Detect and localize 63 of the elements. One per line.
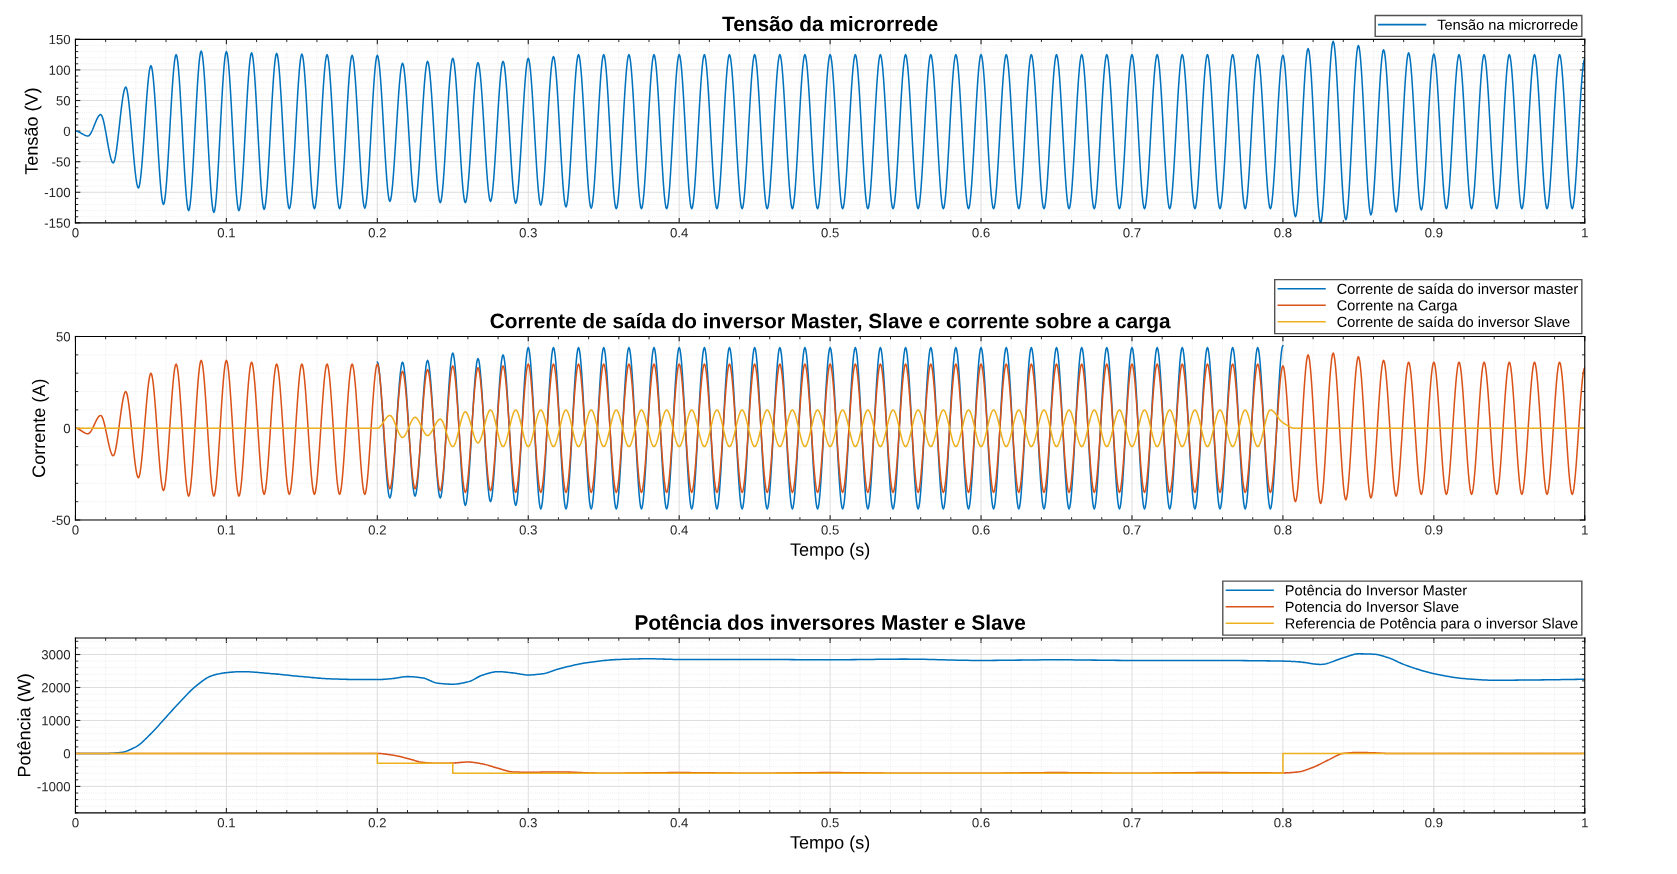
x-tick-label: 0.3	[519, 818, 537, 828]
x-tick-label: 0.3	[519, 228, 537, 238]
x-tick-label: 0.9	[1425, 818, 1443, 828]
x-tick-label: 1	[1582, 818, 1588, 828]
y-tick-label: 150	[49, 34, 71, 45]
x-tick-label: 0.8	[1274, 525, 1292, 535]
x-tick-label: 0	[72, 525, 79, 535]
x-tick-label: 0.7	[1123, 818, 1141, 828]
legend-label: Corrente na Carga	[1337, 300, 1458, 314]
legend-label: Potência do Inversor Master	[1285, 584, 1467, 596]
x-tick-label: 1	[1582, 228, 1588, 238]
y-tick-label: -100	[44, 187, 71, 198]
legend-label: Referencia de Potência para o inversor Slave	[1285, 617, 1578, 632]
x-tick-label: 0.7	[1123, 525, 1141, 535]
x-tick-label: 0.5	[821, 525, 839, 535]
x-tick-label: 0.6	[972, 228, 990, 238]
y-tick-label: 50	[56, 96, 71, 106]
x-tick-label: 0	[72, 228, 79, 238]
x-tick-label: 0.9	[1425, 228, 1443, 238]
x-tick-label: 0	[72, 818, 79, 828]
x-tick-label: 0.3	[519, 525, 537, 535]
x-tick-label: 0.2	[368, 818, 386, 828]
x-tick-label: 0.9	[1425, 525, 1443, 535]
x-tick-label: 0.1	[217, 228, 235, 238]
y-tick-label: 100	[49, 65, 71, 75]
y-axis-title: Potência (W)	[17, 674, 35, 777]
y-tick-label: -50	[52, 515, 71, 525]
x-tick-label: 0.4	[670, 818, 688, 828]
y-tick-label: 1000	[42, 716, 71, 726]
y-axis-title: Tensão (V)	[24, 88, 42, 175]
y-tick-label: 50	[56, 332, 71, 342]
x-axis-title: Tempo (s)	[790, 542, 870, 560]
x-tick-label: 0.4	[670, 525, 688, 535]
x-tick-label: 0.2	[368, 228, 386, 238]
y-tick-label: -50	[52, 157, 71, 167]
x-tick-label: 0.4	[670, 228, 688, 238]
x-tick-label: 0.1	[217, 525, 235, 535]
legend-label: Potencia do Inversor Slave	[1285, 601, 1459, 613]
legend-label: Corrente de saída do inversor Slave	[1337, 316, 1570, 328]
x-tick-label: 0.8	[1274, 818, 1292, 828]
chart-title: Tensão da microrrede	[722, 15, 938, 32]
y-tick-label: 2000	[41, 683, 71, 693]
x-tick-label: 1	[1582, 525, 1588, 535]
y-tick-label: -1000	[37, 782, 71, 792]
chart-title: Potência dos inversores Master e Slave	[635, 614, 1026, 630]
x-tick-label: 0.7	[1123, 228, 1141, 238]
x-tick-label: 0.8	[1274, 228, 1292, 238]
x-tick-label: 0.2	[368, 525, 386, 535]
x-tick-label: 0.5	[821, 818, 839, 828]
x-axis-title: Tempo (s)	[790, 835, 870, 853]
legend-label: Tensão na microrrede	[1437, 19, 1578, 30]
chart-title: Corrente de saída do inversor Master, Slave e corrente sobre a carga	[490, 312, 1171, 333]
x-tick-label: 0.6	[972, 818, 990, 828]
y-tick-label: 3000	[41, 650, 71, 660]
y-axis-title: Corrente (A)	[31, 379, 49, 478]
y-tick-label: 0	[63, 126, 71, 137]
y-tick-label: -150	[44, 218, 71, 228]
x-tick-label: 0.6	[972, 525, 990, 535]
y-tick-label: 0	[63, 749, 71, 759]
x-tick-label: 0.1	[217, 818, 235, 828]
x-tick-label: 0.5	[821, 228, 839, 238]
legend-label: Corrente de saída do inversor master	[1337, 283, 1578, 295]
y-tick-label: 0	[63, 423, 71, 434]
